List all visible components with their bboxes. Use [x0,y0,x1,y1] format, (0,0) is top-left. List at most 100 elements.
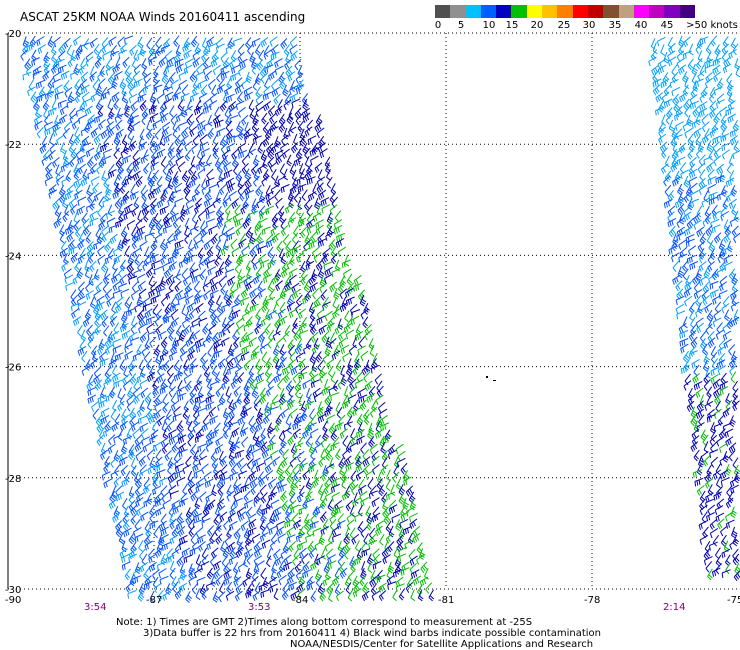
wind-barb [680,169,689,180]
wind-barb [382,554,391,565]
wind-barb [138,455,146,467]
wind-barb [189,364,199,374]
wind-barb [119,359,126,371]
lat-label: -22 [5,140,21,151]
wind-barb [274,420,282,432]
wind-barb [345,582,352,594]
wind-barb [184,310,191,323]
wind-barb [225,204,232,216]
wind-barb [176,420,184,432]
wind-barb [723,232,731,244]
wind-barb [179,350,188,362]
wind-barb [221,379,230,390]
wind-barb [245,260,252,272]
wind-barb [704,128,710,140]
wind-barb [719,260,726,272]
wind-barb [376,385,384,398]
wind-barb [352,497,361,508]
wind-barb [154,463,164,472]
wind-barb [291,169,297,182]
wind-barb [322,429,329,442]
wind-barb [95,281,103,293]
wind-barb [726,240,733,253]
wind-barb [318,135,325,148]
wind-barb [726,317,734,330]
wind-barb [714,505,724,515]
wind-barb [313,252,322,263]
wind-barb [693,381,703,391]
wind-barb [269,583,278,593]
wind-barb [363,413,370,425]
wind-barb [160,190,168,202]
wind-barb [88,374,94,386]
wind-barb [280,267,289,279]
wind-barb [199,254,204,266]
wind-barb [225,128,233,141]
wind-barb [154,184,163,195]
wind-barb [178,534,188,545]
wind-barb [208,302,215,314]
wind-barb [690,441,699,453]
wind-barb [220,283,227,295]
wind-barb [332,533,342,543]
wind-barb [337,318,344,330]
wind-barb [169,518,177,530]
wind-barb [80,71,89,83]
wind-barb [89,260,97,272]
wind-barb [126,162,133,175]
wind-barb [130,504,138,516]
wind-barb [255,308,261,321]
wind-barb [93,373,102,385]
wind-barb [286,301,296,312]
colorbar-swatch [587,5,604,18]
wind-barb [48,184,57,195]
wind-barb [218,329,228,339]
wind-barb [689,182,698,194]
wind-barb [304,290,312,302]
wind-barb [74,126,80,139]
wind-barb [172,217,180,229]
wind-barb [329,281,338,293]
wind-barb [713,309,722,321]
wind-barb [260,72,268,84]
wind-barb [132,170,141,181]
wind-barb [708,196,718,206]
wind-barb [206,246,214,258]
wind-barb [293,191,301,203]
wind-barb [302,98,309,111]
wind-barb [262,136,270,148]
wind-barb [706,232,712,245]
wind-barb [713,147,722,159]
wind-barb [305,435,312,448]
wind-barb [676,217,685,229]
wind-barb [162,225,172,234]
wind-barb [728,268,736,281]
wind-barb [144,308,153,319]
wind-barb [84,105,93,116]
wind-barb [144,392,152,404]
wind-barb [709,100,717,112]
wind-barb [284,464,292,476]
wind-barb [676,231,686,242]
wind-barb [324,443,331,456]
wind-barb [309,351,317,364]
wind-barb [405,582,414,593]
wind-barb [269,406,279,415]
wind-barb [652,78,662,88]
wind-barb [52,198,60,210]
wind-barb [162,401,170,414]
wind-barb [80,127,90,137]
wind-barb [299,329,309,339]
wind-barb [660,44,666,56]
wind-barb [381,457,388,470]
wind-barb [219,100,227,112]
wind-barb [663,199,673,209]
wind-barb [174,337,184,347]
wind-barb [283,99,292,111]
wind-barb [335,590,344,602]
wind-barb [317,360,324,372]
wind-barb [179,343,188,355]
wind-barb [101,37,109,49]
wind-barb [293,519,302,530]
wind-barb [394,555,402,568]
